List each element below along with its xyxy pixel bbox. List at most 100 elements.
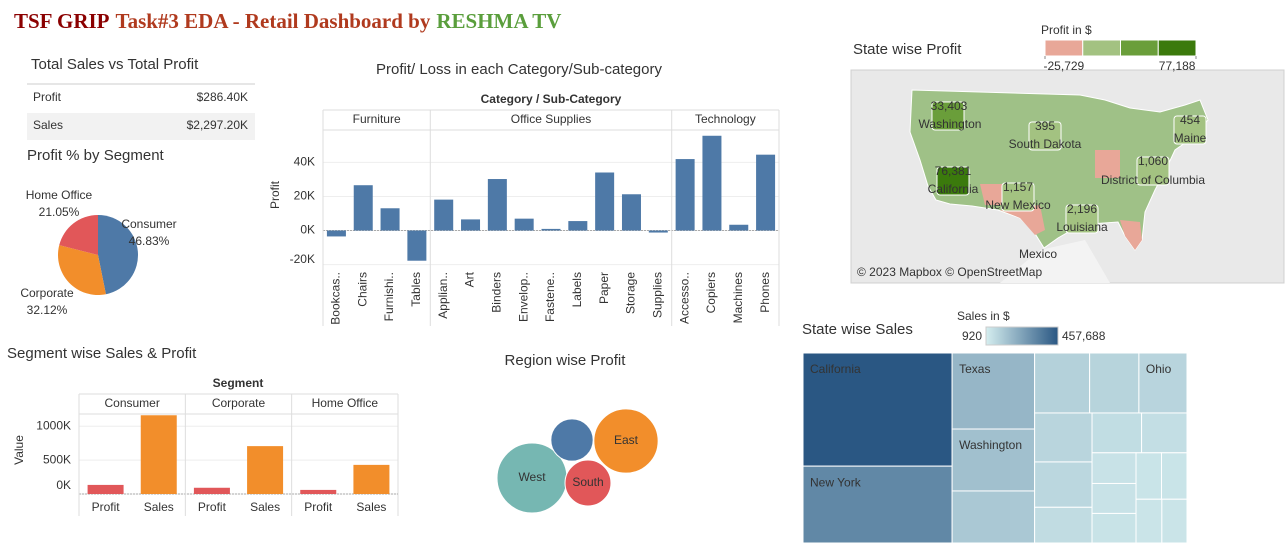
kpi-label: Profit: [33, 90, 62, 104]
chart-title: State wise Sales: [802, 321, 913, 338]
treemap-tile: [1034, 352, 1091, 414]
slice-value-label: 21.05%: [39, 205, 80, 219]
kpi-value: $286.40K: [197, 90, 248, 104]
x-tick-label: Copiers: [704, 272, 718, 313]
slice-value-label: 32.12%: [27, 303, 68, 317]
x-tick-label: Applian..: [436, 272, 450, 319]
treemap-tile: [1161, 452, 1188, 500]
state-name-label: New Mexico: [985, 198, 1051, 212]
bar: [461, 219, 481, 231]
tile-label: Texas: [959, 362, 990, 376]
y-tick-label: 40K: [294, 155, 315, 169]
x-tick-label: Paper: [597, 272, 611, 304]
facet-title: Segment: [213, 376, 264, 390]
bar: [675, 159, 695, 231]
x-tick-label: Supplies: [650, 272, 664, 318]
facet-label: Office Supplies: [511, 112, 592, 126]
x-tick-label: Envelop..: [516, 272, 530, 322]
tile-label: Washington: [959, 438, 1022, 452]
y-tick-label: 1000K: [36, 418, 71, 432]
facet-label: Home Office: [312, 396, 379, 410]
bubble-label: East: [614, 433, 639, 447]
treemap-tile: [1161, 498, 1188, 543]
x-tick-label: Phones: [758, 272, 772, 313]
x-tick-label: Bookcas..: [329, 272, 343, 325]
x-tick-label: Labels: [570, 272, 584, 307]
x-tick-label: Chairs: [355, 272, 369, 307]
bar: [87, 484, 124, 494]
legend-title: Profit in $: [1041, 23, 1092, 37]
x-tick-label: Binders: [490, 272, 504, 313]
bar: [193, 487, 230, 494]
state-value-label: 395: [1035, 119, 1055, 133]
treemap-tile: [951, 428, 1036, 492]
treemap-tile: [1091, 452, 1137, 484]
x-tick-label: Sales: [356, 500, 386, 514]
facet-label: Technology: [695, 112, 756, 126]
y-tick-label: 500K: [43, 452, 71, 466]
x-tick-label: Furnishi..: [382, 272, 396, 321]
treemap-tile: [1034, 461, 1093, 508]
x-tick-label: Tables: [409, 272, 423, 307]
map-state-shape: [980, 150, 1142, 250]
y-tick-label: 0K: [56, 478, 71, 492]
y-tick-label: -20K: [290, 252, 315, 266]
treemap-tile: [1091, 512, 1137, 543]
bar: [247, 446, 284, 494]
treemap-tile: [1034, 412, 1093, 463]
chart-title: Profit/ Loss in each Category/Sub-catego…: [376, 61, 662, 78]
bubble-label: South: [572, 475, 603, 489]
x-tick-label: Sales: [144, 500, 174, 514]
bar: [434, 199, 454, 231]
y-tick-label: 0K: [300, 223, 315, 237]
slice-label: Home Office: [26, 188, 93, 202]
x-tick-label: Profit: [198, 500, 227, 514]
legend-swatch: [1157, 39, 1197, 57]
state-value-label: 1,060: [1138, 154, 1168, 168]
kpi-value: $2,297.20K: [187, 118, 248, 132]
bar: [487, 179, 507, 231]
treemap-tile: [1091, 482, 1137, 514]
x-tick-label: Sales: [250, 500, 280, 514]
tile-label: California: [810, 362, 861, 376]
state-name-label: Maine: [1174, 131, 1207, 145]
bar: [648, 230, 668, 233]
legend-title: Sales in $: [957, 309, 1010, 323]
treemap-tile: [951, 352, 1036, 430]
legend-tick-label: 457,688: [1062, 329, 1106, 343]
treemap-tile: [951, 490, 1036, 543]
x-tick-label: Profit: [304, 500, 333, 514]
bar: [140, 415, 177, 494]
dashboard-title: TSF GRIP Task#3 EDA - Retail Dashboard by…: [14, 9, 561, 33]
bar: [729, 224, 749, 231]
x-tick-label: Fastene..: [543, 272, 557, 322]
bubble: [593, 408, 659, 474]
bar: [300, 489, 337, 494]
treemap-tile: [1089, 352, 1140, 414]
y-tick-label: 20K: [294, 189, 315, 203]
title-part: TSF GRIP: [14, 9, 110, 33]
tile-label: New York: [810, 475, 862, 489]
facet-title: Category / Sub-Category: [481, 92, 622, 106]
bar: [407, 230, 427, 261]
state-name-label: South Dakota: [1009, 137, 1082, 151]
state-value-label: 1,157: [1003, 180, 1033, 194]
chart-title: Segment wise Sales & Profit: [7, 345, 197, 362]
tile-label: Ohio: [1146, 362, 1172, 376]
bar: [380, 208, 400, 231]
legend-swatch: [1082, 39, 1121, 57]
state-patch: [1173, 115, 1207, 145]
state-value-label: 33,403: [931, 99, 968, 113]
bar: [353, 185, 373, 231]
state-patch: [1136, 156, 1170, 186]
slice-label: Corporate: [20, 286, 74, 300]
legend-tick-label: -25,729: [1044, 59, 1085, 73]
kpi-label: Sales: [33, 118, 63, 132]
legend-tick-label: 920: [962, 329, 982, 343]
bubble: [550, 418, 594, 462]
x-tick-label: Accesso..: [677, 272, 691, 324]
treemap-tile: [1135, 498, 1163, 543]
treemap-tile: [1138, 352, 1188, 414]
chart-title: State wise Profit: [853, 41, 962, 58]
